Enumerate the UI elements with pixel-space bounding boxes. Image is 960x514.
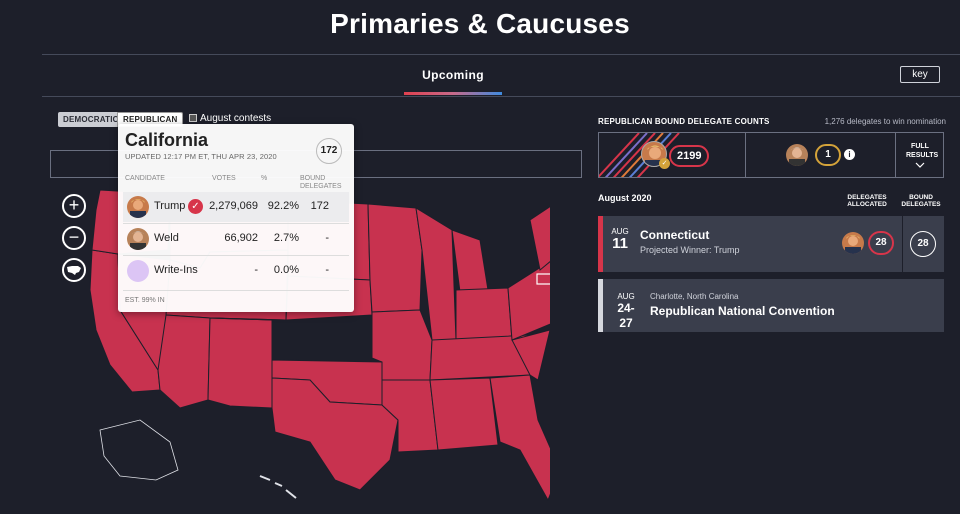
event-card-connecticut[interactable]: AUG 11 Connecticut Projected Winner: Tru… [598,216,944,272]
avatar [842,232,864,254]
august-contests-checkbox[interactable]: August contests [189,113,271,124]
leader-cell: ✓ 2199 [599,133,745,177]
state-carolinas [511,329,550,381]
allocated-count: 28 [868,231,894,255]
state-hawaii [259,475,297,499]
col-votes: VOTES [212,175,236,182]
status-bar [598,216,603,272]
event-month: AUG [611,227,629,236]
col-delegates-allocated: DELEGATES ALLOCATED [847,194,887,208]
candidate-votes: 66,902 [224,232,258,244]
state-tooltip: California UPDATED 12:17 PM ET, THU APR … [118,124,354,312]
avatar [786,144,808,166]
status-bar [598,279,603,332]
tab-upcoming[interactable]: Upcoming [422,68,484,82]
event-state: Connecticut [640,228,710,242]
candidate-name: Trump [154,200,186,212]
divider [123,255,349,256]
democratic-toggle[interactable]: DEMOCRATIC [58,112,124,127]
event-date: AUG 11 [608,227,632,251]
key-button[interactable]: key [900,66,940,83]
tooltip-estimate: EST. 99% IN [125,297,165,304]
state-connecticut [536,273,550,285]
col-candidate: CANDIDATE [125,175,165,182]
event-day: 24-27 [617,301,635,330]
candidate-name: Weld [154,232,179,244]
delegates-needed: 1,276 delegates to win nomination [824,117,946,126]
state-mississippi-alabama [429,377,499,451]
full-results-label: FULL RESULTS [906,143,939,159]
candidate-row: Weld 66,902 2.7% - [123,224,349,254]
divider [123,290,349,291]
candidate-delegates: - [325,264,329,276]
candidate-delegates: 172 [310,200,329,212]
state-alaska [99,419,179,481]
event-title: Republican National Convention [650,304,835,318]
divider [745,133,746,177]
event-month: AUG [617,292,635,301]
event-winner: Projected Winner: Trump [640,245,740,255]
month-heading: August 2020 [598,193,652,203]
state-indiana-ohio [455,287,513,341]
tooltip-total-delegates: 172 [316,138,342,164]
candidate-name: Write-Ins [154,264,198,276]
candidate-pct: 2.7% [273,232,299,244]
full-results-button[interactable]: FULL RESULTS [896,142,944,171]
winner-check-icon: ✓ [659,158,670,169]
col-bound-delegates: BOUND DELEGATES [300,175,342,190]
state-colorado [209,317,287,321]
col-bound-delegates: BOUND DELEGATES [901,194,941,208]
state-texas [271,377,399,491]
candidate-pct: 0.0% [273,264,299,276]
candidate-row: Trump ✓ 2,279,069 92.2% 172 [123,192,349,222]
delegate-counts: ✓ 2199 1 i FULL RESULTS [598,132,944,178]
divider [123,223,349,224]
zoom-out-button[interactable]: − [62,226,86,250]
candidate-row: Write-Ins - 0.0% - [123,256,349,286]
divider [895,133,896,177]
tooltip-updated: UPDATED 12:17 PM ET, THU APR 23, 2020 [125,152,277,161]
page-title: Primaries & Caucuses [330,8,630,39]
info-icon[interactable]: i [844,149,855,160]
candidate-delegates: - [325,232,329,244]
checkbox-icon[interactable] [189,114,197,122]
bound-count: 28 [910,231,936,257]
state-new-mexico [207,317,273,409]
avatar [127,228,149,250]
delegate-counts-title: REPUBLICAN BOUND DELEGATE COUNTS [598,117,770,126]
usa-map-icon [67,266,81,275]
tooltip-state-name: California [125,130,209,150]
state-arizona [157,314,211,409]
candidate-votes: - [254,264,258,276]
leader-delegate-count: 2199 [669,145,710,167]
divider [42,96,960,97]
tab-underline [404,92,502,95]
candidate-pct: 92.2% [267,200,299,212]
avatar-placeholder [127,260,149,282]
state-virginia-pa-ny [507,260,550,341]
august-contests-label: August contests [200,113,272,124]
divider [42,54,960,55]
state-georgia-florida [489,374,550,502]
avatar [127,196,149,218]
winner-check-icon: ✓ [188,199,203,214]
chevron-down-icon [915,162,925,168]
event-day: 11 [612,235,628,252]
divider [902,216,903,272]
event-card-convention[interactable]: AUG 24-27 Charlotte, North Carolina Repu… [598,279,944,332]
state-michigan [451,229,489,293]
zoom-in-button[interactable]: + [62,194,86,218]
col-pct: % [261,175,268,182]
event-location: Charlotte, North Carolina [650,292,739,301]
candidate-votes: 2,279,069 [209,200,258,212]
state-new-england [529,206,550,271]
challenger-delegate-count: 1 [815,144,841,166]
reset-map-button[interactable] [62,258,86,282]
state-minnesota-iowa [367,203,423,313]
event-date: AUG 24-27 [611,292,641,331]
